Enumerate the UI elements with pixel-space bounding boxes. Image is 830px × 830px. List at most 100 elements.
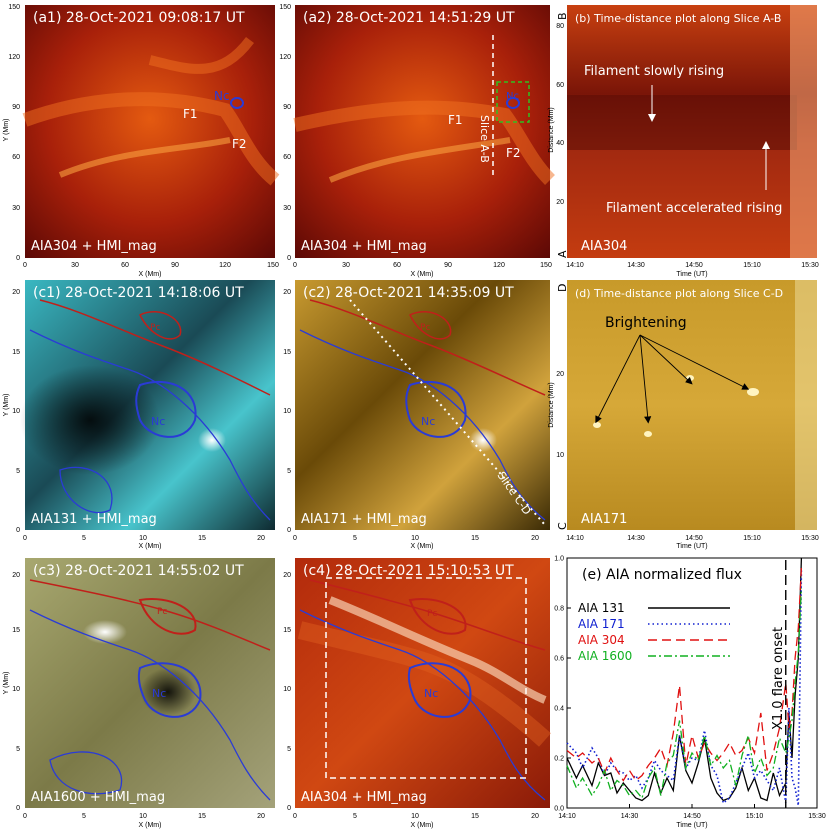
x-tick: 20 (257, 813, 265, 820)
x-tick: 120 (219, 262, 231, 269)
x-axis: 0 5 10 15 20 X (Mm) (23, 813, 265, 829)
y-tick: 120 (8, 54, 20, 61)
y-tick: 20 (556, 371, 564, 378)
y-axis: 10 20 Distance (Mm) (548, 371, 564, 459)
y-axis-label: Distance (Mm) (548, 107, 555, 153)
x-tick: 30 (71, 262, 79, 269)
annotation-brightening: Brightening (605, 315, 687, 331)
y-tick: 90 (283, 104, 291, 111)
nc-label: Nc (506, 91, 519, 102)
x-tick: 14:50 (683, 813, 701, 820)
x-tick: 20 (257, 535, 265, 542)
y-tick: 15 (283, 349, 291, 356)
y-tick: 20 (12, 572, 20, 579)
x-tick: 60 (393, 262, 401, 269)
x-axis: 14:10 14:30 14:50 15:10 15:30 Time (UT) (566, 262, 819, 278)
x-tick: 20 (531, 535, 539, 542)
y-tick: 120 (279, 54, 291, 61)
x-axis: 14:10 14:30 14:50 15:10 15:30 (558, 804, 826, 820)
panel-title: (e) AIA normalized flux (582, 567, 742, 583)
x-tick: 60 (121, 262, 129, 269)
arrow (639, 334, 652, 424)
y-axis: 20 40 60 80 Distance (Mm) (548, 23, 564, 206)
x-tick: 10 (139, 813, 147, 820)
x-tick: 150 (540, 262, 552, 269)
nc-label: Nc (214, 89, 230, 103)
x-tick: 15:30 (808, 813, 826, 820)
instrument-label: AIA304 (581, 239, 627, 254)
instrument-label: AIA131 + HMI_mag (31, 512, 157, 527)
flare-onset-label: X1.0 flare onset (771, 627, 786, 730)
panel-title: (d) Time-distance plot along Slice C-D (575, 287, 783, 300)
panel-title: (c2) 28-Oct-2021 14:35:09 UT (303, 285, 514, 301)
x-tick: 15 (471, 535, 479, 542)
slice-c-d-line (349, 299, 546, 526)
y-tick: 10 (283, 408, 291, 415)
legend-label: AIA 131 (578, 601, 625, 615)
panel-c1: (c1) 28-Oct-2021 14:18:06 UT Pc Nc AIA13… (3, 280, 275, 550)
x-tick: 90 (444, 262, 452, 269)
legend-label: AIA 1600 (578, 649, 632, 663)
y-axis: 0 5 10 15 20 Y (Mm) (3, 289, 20, 534)
x-tick: 14:30 (621, 813, 639, 820)
x-tick: 0 (293, 262, 297, 269)
legend: AIA 131 AIA 171 AIA 304 AIA 1600 (578, 601, 730, 663)
y-axis: 0.0 0.2 0.4 0.6 0.8 1.0 (554, 556, 571, 813)
y-tick: 0 (16, 255, 20, 262)
y-tick: 20 (12, 289, 20, 296)
y-tick: 0.4 (554, 706, 564, 713)
x-tick: 5 (82, 813, 86, 820)
f2-label: F2 (232, 137, 247, 151)
pc-label: Pc (427, 609, 437, 619)
panel-title: (b) Time-distance plot along Slice A-B (575, 12, 781, 25)
nc-contour (230, 97, 244, 109)
x-axis-label: Time (UT) (676, 271, 707, 278)
y-tick: 80 (556, 23, 564, 30)
y-axis-label: Y (Mm) (3, 672, 10, 695)
x-tick: 0 (23, 813, 27, 820)
y-tick: 0 (287, 255, 291, 262)
x-tick: 10 (139, 535, 147, 542)
end-label-b: B (556, 12, 569, 20)
f2-label: F2 (506, 146, 521, 160)
x-axis-label: Time (UT) (676, 543, 707, 550)
series-group (566, 557, 803, 806)
instrument-label: AIA304 + HMI_mag (301, 239, 427, 254)
x-axis: 0 30 60 90 120 150 X (Mm) (293, 262, 552, 278)
y-tick: 0.2 (554, 756, 564, 763)
y-tick: 90 (12, 104, 20, 111)
y-axis-label: Distance (Mm) (548, 382, 555, 428)
panel-e: (e) AIA normalized flux X1.0 flare onset… (554, 556, 826, 830)
f1-label: F1 (183, 107, 198, 121)
x-tick: 15:10 (746, 813, 764, 820)
zoom-box (496, 81, 530, 123)
x-tick: 15 (198, 813, 206, 820)
x-axis: 0 30 60 90 120 150 X (Mm) (23, 262, 279, 278)
y-tick: 30 (283, 205, 291, 212)
x-tick: 14:30 (627, 535, 645, 542)
x-tick: 5 (353, 813, 357, 820)
x-axis-label: X (Mm) (139, 271, 162, 278)
x-tick: 14:30 (627, 262, 645, 269)
y-tick: 30 (12, 205, 20, 212)
y-tick: 0 (287, 805, 291, 812)
y-tick: 60 (283, 154, 291, 161)
y-axis: 0 5 10 15 20 (283, 289, 291, 534)
y-tick: 20 (556, 199, 564, 206)
x-tick: 14:10 (566, 262, 584, 269)
x-tick: 120 (493, 262, 505, 269)
x-tick: 15 (198, 535, 206, 542)
x-tick: 90 (171, 262, 179, 269)
nc-label: Nc (152, 687, 166, 700)
arrow (639, 334, 750, 390)
end-label-d: D (556, 284, 569, 292)
series-line-aia-131 (566, 557, 803, 802)
annotation-accel: Filament accelerated rising (606, 201, 782, 216)
y-tick: 10 (12, 686, 20, 693)
panel-b: (b) Time-distance plot along Slice A-B F… (548, 5, 819, 278)
arrow (595, 334, 641, 424)
y-tick: 15 (283, 627, 291, 634)
pc-label: Pc (150, 323, 160, 333)
y-tick: 15 (12, 627, 20, 634)
